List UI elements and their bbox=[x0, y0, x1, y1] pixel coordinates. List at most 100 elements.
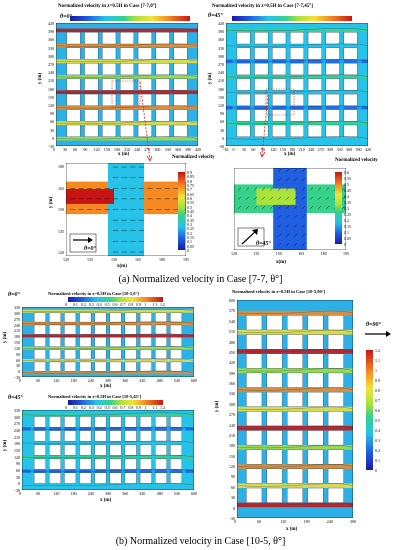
tick-label: 390 bbox=[229, 370, 235, 376]
tick-label: 0.1 bbox=[187, 239, 192, 245]
zoom-left-angle: θ=0° bbox=[84, 246, 96, 252]
building bbox=[307, 124, 322, 137]
velocity-vector bbox=[245, 187, 250, 191]
tick-label: 0.25 bbox=[344, 212, 351, 217]
building bbox=[170, 324, 183, 335]
building bbox=[287, 353, 303, 369]
panel-b-top-angle: θ=0° bbox=[8, 292, 20, 298]
tick-label: 0 bbox=[234, 519, 236, 524]
velocity-vector bbox=[301, 187, 306, 191]
tick-label: 270 bbox=[14, 316, 20, 322]
building bbox=[236, 109, 251, 122]
tick-label: 240 bbox=[48, 70, 54, 76]
building bbox=[124, 361, 137, 372]
streamline bbox=[56, 59, 198, 62]
tick-label: 360 bbox=[122, 378, 129, 383]
tick-label: 0.1 bbox=[72, 302, 78, 307]
tick-label: 120 bbox=[48, 103, 54, 108]
tick-label: 0.6 bbox=[112, 405, 118, 410]
tick-label: 0 bbox=[65, 405, 67, 410]
tick-label: 270 bbox=[218, 62, 224, 67]
tick-label: 150 bbox=[275, 251, 282, 256]
tick-label: 330 bbox=[336, 147, 343, 152]
panel-b-bottom-colorbar bbox=[68, 400, 163, 405]
building bbox=[49, 337, 61, 347]
velocity-vector bbox=[301, 196, 306, 200]
street-flow bbox=[106, 410, 110, 490]
tick-label: 1.1 bbox=[152, 405, 158, 410]
streamline bbox=[226, 121, 368, 124]
tick-label: 60 bbox=[251, 147, 256, 152]
velocity-vector bbox=[293, 224, 298, 228]
panel-b-caption: (b) Normalized velocity in Case [10-5, θ… bbox=[115, 536, 286, 547]
building bbox=[287, 468, 303, 484]
panel-b-right-title: Normalized velocity in z=0.5H in Case [1… bbox=[232, 289, 326, 294]
tick-label: 1.2 bbox=[375, 348, 380, 353]
building bbox=[155, 32, 170, 45]
building bbox=[170, 444, 183, 456]
building bbox=[236, 93, 251, 106]
panel-b-bottom-xlabel: x (m) bbox=[100, 498, 112, 503]
tick-label: 1 bbox=[144, 405, 147, 410]
tick-label: 300 bbox=[48, 53, 54, 59]
tick-label: 30 bbox=[220, 127, 224, 133]
street-flow bbox=[30, 410, 35, 490]
building bbox=[307, 315, 324, 331]
building bbox=[170, 430, 183, 442]
building bbox=[236, 78, 251, 91]
building bbox=[343, 78, 358, 91]
tick-label: 165 bbox=[58, 185, 64, 191]
building bbox=[343, 47, 358, 60]
panel-a-right-ylabel: y (m) bbox=[208, 72, 214, 85]
building bbox=[343, 63, 358, 76]
tick-label: 300 bbox=[350, 519, 356, 524]
building bbox=[287, 391, 303, 407]
tick-label: 240 bbox=[229, 422, 235, 428]
tick-label: 195 bbox=[183, 257, 189, 262]
street-flow bbox=[237, 464, 353, 469]
building bbox=[137, 32, 152, 45]
building bbox=[109, 416, 122, 428]
building bbox=[66, 47, 81, 60]
street-flow bbox=[22, 334, 194, 338]
building bbox=[246, 334, 263, 350]
building bbox=[327, 353, 344, 369]
streamline bbox=[226, 43, 368, 47]
building bbox=[109, 472, 122, 484]
panel-b-right-velocity-field bbox=[237, 300, 353, 518]
tick-label: 420 bbox=[139, 491, 146, 496]
tick-label: 600 bbox=[191, 378, 197, 383]
building bbox=[307, 78, 322, 91]
building bbox=[254, 109, 269, 122]
tick-label: 30 bbox=[16, 363, 20, 369]
building bbox=[307, 32, 322, 45]
building bbox=[139, 337, 152, 347]
tick-label: 270 bbox=[48, 62, 54, 67]
building bbox=[79, 349, 92, 360]
building bbox=[246, 353, 263, 369]
building bbox=[343, 93, 358, 106]
tick-label: -30 bbox=[218, 144, 224, 149]
tick-label: 195 bbox=[343, 251, 349, 256]
building bbox=[64, 430, 77, 442]
building bbox=[343, 109, 358, 122]
street-flow bbox=[136, 410, 141, 490]
tick-label: 1 bbox=[375, 368, 377, 373]
building bbox=[170, 349, 183, 360]
building bbox=[266, 487, 283, 503]
tick-label: 60 bbox=[16, 357, 20, 363]
velocity-vector bbox=[261, 196, 266, 200]
streamline bbox=[237, 406, 353, 410]
building bbox=[139, 349, 152, 360]
tick-label: 390 bbox=[48, 29, 54, 35]
streamline bbox=[237, 349, 353, 353]
tick-label: 420 bbox=[229, 360, 235, 366]
streamline bbox=[22, 412, 194, 416]
tick-label: 300 bbox=[14, 414, 20, 420]
building bbox=[137, 63, 152, 76]
building bbox=[49, 472, 61, 484]
street-flow bbox=[226, 136, 368, 141]
street-flow bbox=[22, 322, 194, 325]
tick-label: 0.1 bbox=[344, 230, 349, 235]
building bbox=[102, 93, 117, 106]
